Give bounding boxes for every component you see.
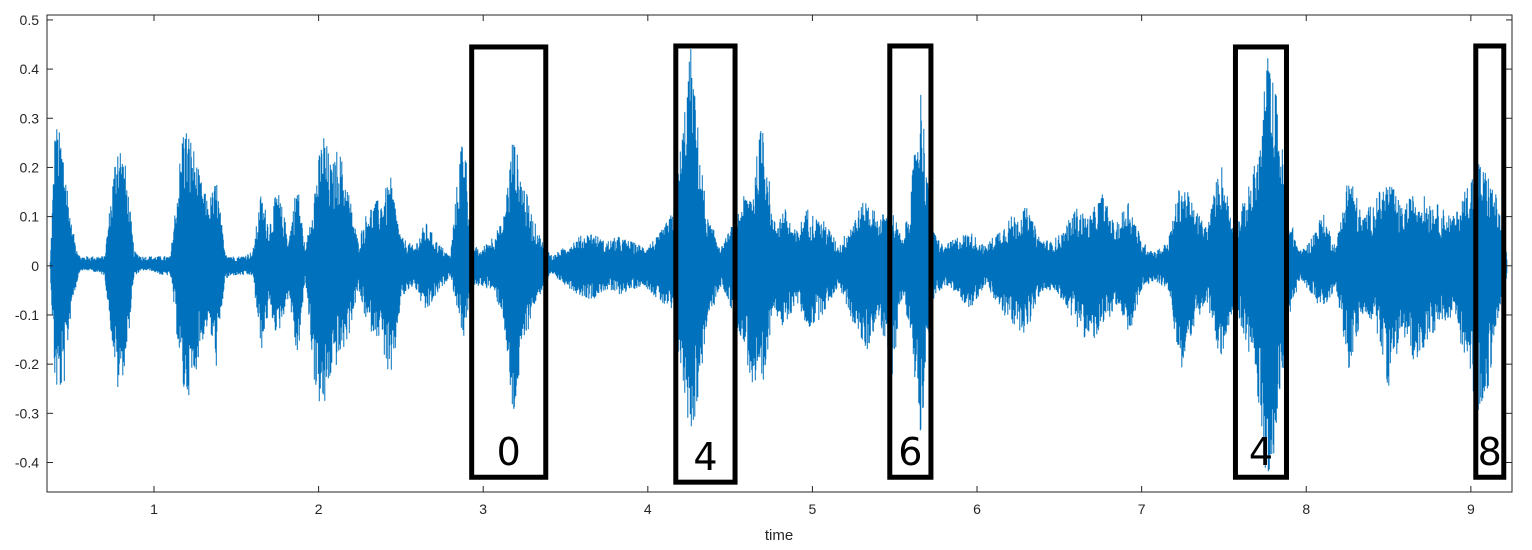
y-tick-label: -0.4 (15, 454, 39, 470)
y-tick-label: -0.3 (15, 405, 39, 421)
annotation-digit-label: 0 (497, 430, 521, 474)
x-axis-ticks: 1 2 3 4 5 6 7 8 9 (150, 15, 1475, 517)
annotation-box (469, 44, 549, 480)
y-tick-label: 0.3 (20, 110, 40, 126)
y-tick-label: 0.5 (20, 12, 40, 28)
y-tick-label: 0.4 (20, 61, 40, 77)
y-tick-label: -0.1 (15, 307, 39, 323)
annotation-box (887, 43, 934, 480)
x-tick-label: 4 (644, 501, 652, 517)
x-tick-label: 1 (150, 501, 158, 517)
x-tick-label: 6 (973, 501, 981, 517)
x-tick-label: 9 (1467, 501, 1475, 517)
annotation-digit-label: 8 (1478, 430, 1502, 474)
y-axis-ticks: -0.4 -0.3 -0.2 -0.1 0 0.1 0.2 0.3 0.4 0.5 (15, 12, 1512, 470)
axes-frame (46, 14, 1513, 493)
annotation-box (673, 43, 738, 485)
annotation-boxes: 0 4 6 4 8 (469, 43, 1507, 485)
annotation-box (1473, 43, 1507, 480)
x-tick-label: 5 (809, 501, 817, 517)
axes-box (46, 14, 1513, 493)
annotation-digit-label: 4 (693, 435, 717, 479)
x-tick-label: 7 (1138, 501, 1146, 517)
y-tick-label: -0.2 (15, 356, 39, 372)
x-tick-label: 3 (479, 501, 487, 517)
annotation-digit-label: 6 (898, 430, 922, 474)
x-tick-label: 8 (1302, 501, 1310, 517)
y-tick-label: 0.1 (20, 209, 40, 225)
y-tick-label: 0 (31, 258, 39, 274)
annotation-digit-label: 4 (1249, 430, 1273, 474)
annotation-box (1232, 44, 1289, 480)
y-tick-label: 0.2 (20, 159, 40, 175)
x-tick-label: 2 (315, 501, 323, 517)
x-axis-label: time (765, 527, 793, 544)
